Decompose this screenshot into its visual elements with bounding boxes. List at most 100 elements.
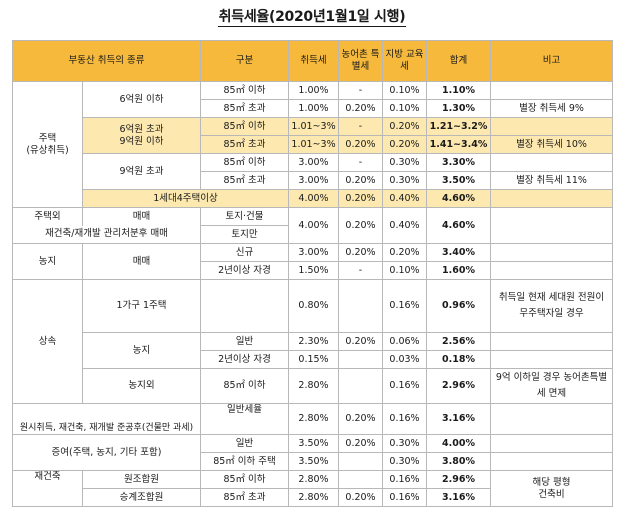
cell: 0.20% xyxy=(338,189,383,208)
header-acq-tax: 취득세 xyxy=(288,40,339,82)
table-row: 85㎡ 초과 1.01~3% 0.20% 0.20% 1.41~3.4% 별장 … xyxy=(13,135,613,154)
cell: 0.20% xyxy=(338,99,383,118)
table-row: 농지 일반 2.30% 0.20% 0.06% 2.56% xyxy=(13,332,613,369)
sub-label: 농지 xyxy=(82,332,201,369)
cell-total: 4.60% xyxy=(426,189,491,208)
cell: 0.30% xyxy=(382,171,427,190)
table-row: 9억원 초과 85㎡ 이하 3.00% - 0.30% 3.30% xyxy=(13,153,613,190)
cell: 0.20% xyxy=(338,332,383,351)
header-row: 부동산 취득의 종류 구분 취득세 농어촌 특별세 지방 교육세 합계 비고 xyxy=(12,40,613,82)
cell: 0.20% xyxy=(382,117,427,136)
cell: 2년이상 자경 xyxy=(200,350,289,369)
cell: 0.80% xyxy=(288,279,339,333)
cell: 0.20% xyxy=(338,488,383,507)
cell: 0.06% xyxy=(382,332,427,351)
cell: 85㎡ 이하 xyxy=(200,368,289,404)
table-row: 85㎡ 초과 3.00% 0.20% 0.30% 3.50% 별장 취득세 11… xyxy=(13,171,613,190)
cell: 0.20% xyxy=(338,403,383,435)
cell-total: 3.40% xyxy=(426,243,491,262)
cell: 2.30% xyxy=(288,332,339,351)
cell xyxy=(338,470,383,489)
cell-note: 별장 취득세 10% xyxy=(490,135,613,154)
table-row: 6억원 초과 9억원 이하 85㎡ 이하 1.01~3% - 0.20% 1.2… xyxy=(13,117,613,154)
cell-note xyxy=(490,452,613,471)
cell: 0.20% xyxy=(382,135,427,154)
cell: 4.00% xyxy=(288,207,339,244)
cell-note: 별장 취득세 11% xyxy=(490,171,613,190)
cell: 0.20% xyxy=(338,135,383,154)
cell-note: 취득일 현재 세대원 전원이 무주택자일 경우 xyxy=(490,279,613,333)
cell: 1.01~3% xyxy=(288,117,339,136)
cell-total: 1.41~3.4% xyxy=(426,135,491,154)
cell: 일반 xyxy=(200,332,289,351)
cell: 토지만 xyxy=(200,225,289,244)
cell-total: 2.96% xyxy=(426,368,491,404)
cell-total: 3.16% xyxy=(426,403,491,435)
header-rural-tax: 농어촌 특별세 xyxy=(338,40,383,82)
cell-total: 4.60% xyxy=(426,207,491,244)
cell: 0.16% xyxy=(382,368,427,404)
cell xyxy=(338,368,383,404)
cell: 0.20% xyxy=(338,243,383,262)
cell-note: 해당 평형 건축비 xyxy=(490,470,613,507)
group-gift: 증여(주택, 농지, 기타 포함) xyxy=(12,434,201,471)
cell: 2.80% xyxy=(288,470,339,489)
table-row: 농지외 85㎡ 이하 2.80% 0.16% 2.96% 9억 이하일 경우 농… xyxy=(13,368,613,404)
cell: 토지·건물 xyxy=(200,207,289,226)
cell: 85㎡ 초과 xyxy=(200,99,289,118)
sub-label: 9억원 초과 xyxy=(82,153,201,190)
cell: 0.16% xyxy=(382,403,427,435)
cell: 3.00% xyxy=(288,153,339,172)
cell-note xyxy=(490,261,613,280)
sub-label: 매매 xyxy=(82,243,201,280)
group-housing: 주택 (유상취득) xyxy=(12,81,83,208)
sub-label: 농지외 xyxy=(82,368,201,404)
sub-label: 승계조합원 xyxy=(82,488,201,507)
cell: 85㎡ 이하 xyxy=(200,81,289,100)
cell: 0.10% xyxy=(382,81,427,100)
cell: 일반 xyxy=(200,434,289,453)
cell: 2.80% xyxy=(288,488,339,507)
table-row: 주택 (유상취득) 6억원 이하 85㎡ 이하 1.00% - 0.10% 1.… xyxy=(12,81,613,208)
sub-label: 매매 xyxy=(82,207,201,226)
cell: 1.00% xyxy=(288,99,339,118)
cell: 0.20% xyxy=(338,434,383,453)
tax-rate-table: 부동산 취득의 종류 구분 취득세 농어촌 특별세 지방 교육세 합계 비고 주… xyxy=(12,40,613,507)
group-farm: 농지 xyxy=(12,243,83,280)
cell: 85㎡ 이하 xyxy=(200,117,289,136)
header-category: 구분 xyxy=(200,40,289,82)
sub-label: 6억원 이하 xyxy=(82,81,201,118)
cell: 0.10% xyxy=(382,99,427,118)
cell: 0.16% xyxy=(382,488,427,507)
table-row: 상속 1가구 1주택 0.80% 0.16% 0.96% 취득일 현재 세대원 … xyxy=(12,279,613,404)
cell: 3.00% xyxy=(288,171,339,190)
table-row: 농지 매매 신규 3.00% 0.20% 0.20% 3.40% xyxy=(12,243,613,280)
cell-note xyxy=(490,117,613,136)
cell-total: 3.80% xyxy=(426,452,491,471)
cell: 85㎡ 초과 xyxy=(200,171,289,190)
cell: 3.50% xyxy=(288,434,339,453)
cell: - xyxy=(338,81,383,100)
header-total: 합계 xyxy=(426,40,491,82)
cell: 0.40% xyxy=(382,189,427,208)
group-inherit: 상속 xyxy=(12,279,83,404)
cell xyxy=(200,279,289,333)
sub-label: 6억원 초과 9억원 이하 xyxy=(82,117,201,154)
cell xyxy=(338,279,383,333)
cell-total: 0.18% xyxy=(426,350,491,369)
cell: 0.16% xyxy=(382,279,427,333)
group-other-sub: 재건축/재개발 관리처분후 매매 xyxy=(12,225,201,244)
cell-note xyxy=(490,81,613,100)
table-row: 재건축 원조합원 85㎡ 이하 2.80% 0.16% 2.96% 해당 평형 … xyxy=(12,470,613,507)
header-edu-tax: 지방 교육세 xyxy=(382,40,427,82)
cell: 85㎡ 이하 xyxy=(200,470,289,489)
cell-note xyxy=(490,350,613,369)
cell: 2.80% xyxy=(288,368,339,404)
table-row: 1세대4주택이상 4.00% 0.20% 0.40% 4.60% xyxy=(13,189,613,208)
cell: 0.30% xyxy=(382,434,427,453)
cell: 0.30% xyxy=(382,153,427,172)
cell: 85㎡ 이하 주택 xyxy=(200,452,289,471)
sub-label: 1가구 1주택 xyxy=(82,279,201,333)
group-original: 원시취득, 재건축, 재개발 준공후(건물만 과세) xyxy=(12,403,201,435)
table-row: 승계조합원 85㎡ 초과 2.80% 0.20% 0.16% 3.16% xyxy=(13,488,613,507)
